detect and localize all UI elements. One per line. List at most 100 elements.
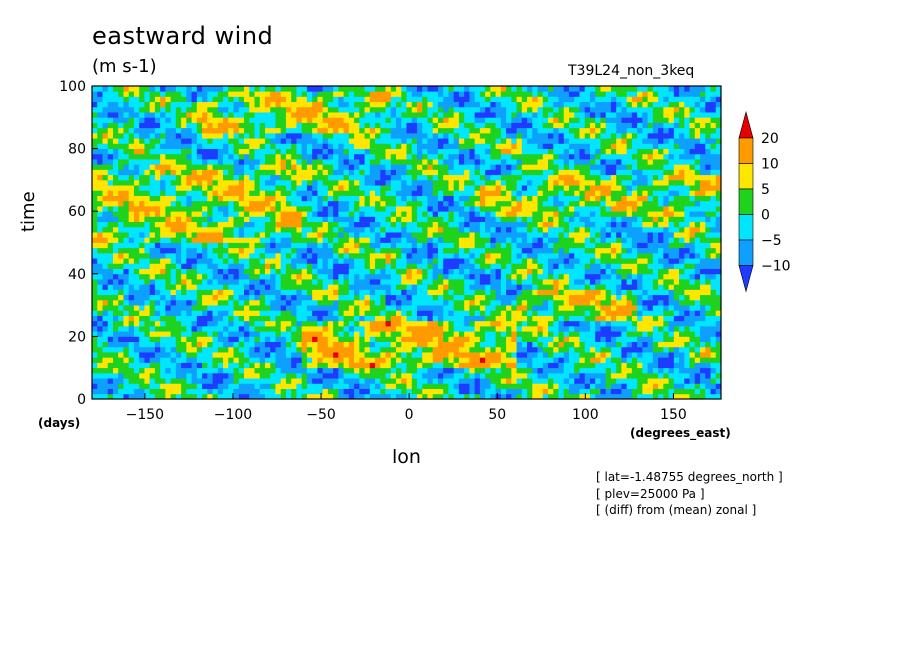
heat-cell [563,211,570,217]
heat-cell [202,247,208,254]
heat-cell [354,211,360,217]
heat-cell [364,273,371,280]
heat-cell [700,263,706,269]
heat-cell [500,357,507,363]
heat-cell [411,211,418,217]
heat-cell [270,185,276,191]
heat-cell [673,388,680,395]
heat-cell [369,336,376,343]
heat-cell [375,378,381,384]
heat-cell [223,388,229,395]
heat-cell [495,273,502,280]
heat-cell [684,216,690,223]
heat-cell [469,211,476,217]
heat-cell [506,331,512,337]
heat-cell [275,263,282,269]
heat-cell [385,352,392,358]
heat-cell [380,383,386,389]
heat-cell [663,237,669,243]
heat-cell [139,315,145,322]
heat-cell [149,299,156,306]
heat-cell [521,221,528,228]
heat-cell [705,237,711,243]
heat-cell [369,320,376,327]
heat-cell [139,372,145,379]
heat-cell [673,205,680,212]
heat-cell [694,352,701,358]
heat-cell [285,341,292,348]
heat-cell [306,279,313,285]
heat-cell [553,237,559,243]
heat-cell [369,372,376,379]
heat-cell [637,200,643,207]
heat-cell [396,289,402,296]
heat-cell [296,263,303,269]
heat-cell [548,346,554,353]
heat-cell [500,305,507,311]
heat-cell [317,315,324,322]
heat-cell [322,367,329,374]
heat-cell [191,357,198,363]
heat-cell [558,388,565,395]
heat-cell [312,336,318,343]
heat-cell [107,279,114,285]
heat-cell [348,279,355,285]
heat-cell [401,179,407,186]
heat-cell [432,331,439,337]
heat-cell [689,289,696,296]
heat-cell [490,211,497,217]
heat-cell [343,258,350,264]
heat-cell [500,247,507,254]
heat-cell [285,221,292,228]
heat-cell [228,331,234,337]
heat-cell [527,362,533,369]
heat-cell [658,294,664,301]
heat-cell [616,367,622,374]
heat-cell [317,346,324,353]
heat-cell [610,325,617,332]
heat-cell [432,357,439,363]
heat-cell [668,221,675,228]
heat-cell [532,263,538,269]
heat-cell [453,352,460,358]
heat-cell [196,378,203,384]
heat-cell [416,263,423,269]
heat-cell [207,336,213,343]
heat-cell [317,362,324,369]
heat-cell [422,346,428,353]
heat-cell [160,336,166,343]
heat-cell [647,242,654,249]
heat-cell [658,279,664,285]
heat-cell [160,195,166,202]
heat-cell [652,367,659,374]
heat-cell [196,372,203,379]
heat-cell [516,383,523,389]
heat-cell [427,247,434,254]
heat-cell [202,299,208,306]
heat-cell [186,310,192,316]
heat-cell [306,325,313,332]
heat-cell [233,336,240,343]
heat-cell [380,263,386,269]
heat-cell [359,232,365,238]
heat-cell [416,226,423,233]
heat-cell [348,378,355,384]
heat-cell [705,289,711,296]
heat-cell [474,242,481,249]
heat-cell [275,205,282,212]
heat-cell [710,393,717,400]
heat-cell [338,279,344,285]
heat-cell [128,367,135,374]
heat-cell [453,211,460,217]
heat-cell [312,232,318,238]
heat-cell [385,179,392,186]
heat-cell [652,378,659,384]
heat-cell [112,237,119,243]
heat-cell [532,331,538,337]
heat-cell [485,263,491,269]
heat-cell [652,211,659,217]
heat-cell [568,237,575,243]
heat-cell [516,237,523,243]
heat-cell [548,367,554,374]
heat-cell [542,200,549,207]
